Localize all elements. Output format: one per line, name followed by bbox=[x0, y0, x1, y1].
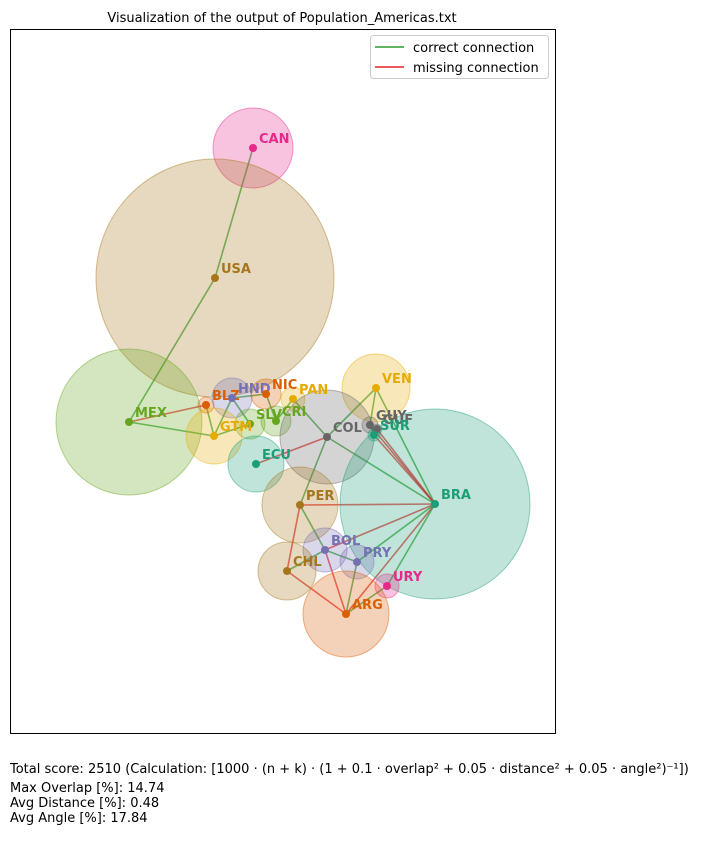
node-point bbox=[370, 431, 378, 439]
calculation: (Calculation: [1000 · (n + k) · (1 + 0.1… bbox=[125, 762, 689, 777]
node-label: GUY bbox=[376, 409, 407, 424]
title: Visualization of the output of Populatio… bbox=[107, 11, 456, 26]
node-label: PAN bbox=[299, 383, 328, 398]
node-label: CAN bbox=[259, 132, 289, 147]
score-line: Total score: 2510 (Calculation: [1000 · … bbox=[9, 762, 689, 777]
node-point bbox=[323, 433, 331, 441]
legend-label: missing connection bbox=[413, 61, 539, 76]
node-point bbox=[210, 432, 218, 440]
edge bbox=[128, 404, 207, 423]
edge bbox=[326, 436, 436, 505]
edge bbox=[213, 423, 251, 437]
edge bbox=[375, 387, 436, 505]
edge bbox=[286, 549, 326, 572]
node-point bbox=[228, 394, 236, 402]
node-point bbox=[296, 501, 304, 509]
edge bbox=[324, 549, 347, 615]
score-label: Total score: bbox=[9, 762, 84, 777]
plot-frame bbox=[10, 29, 556, 734]
node-point bbox=[272, 417, 280, 425]
footer: Total score: 2510 (Calculation: [1000 · … bbox=[9, 762, 689, 826]
edge bbox=[299, 504, 326, 551]
node-point bbox=[246, 420, 254, 428]
edge bbox=[205, 404, 215, 437]
edge bbox=[345, 585, 388, 615]
edge bbox=[299, 436, 328, 506]
edge bbox=[324, 503, 436, 551]
metric: Max Overlap [%]: 14.74 bbox=[10, 781, 164, 796]
edge bbox=[369, 387, 377, 426]
edge bbox=[231, 393, 267, 399]
node-label: PRY bbox=[363, 546, 392, 561]
edge bbox=[128, 421, 215, 437]
edge bbox=[345, 561, 358, 615]
edge bbox=[255, 436, 328, 465]
metric: Avg Angle [%]: 17.84 bbox=[10, 811, 148, 826]
legend: correct connection missing connection bbox=[370, 35, 549, 79]
node-label: BOL bbox=[331, 534, 360, 549]
metric-value: 17.84 bbox=[110, 811, 147, 826]
node-label: SUR bbox=[380, 419, 410, 434]
edge bbox=[275, 398, 294, 422]
metric-label: Max Overlap [%]: bbox=[10, 781, 123, 796]
node-label: NIC bbox=[272, 378, 297, 393]
node-point bbox=[383, 582, 391, 590]
node-point bbox=[252, 460, 260, 468]
node-label: URY bbox=[393, 570, 423, 585]
edge bbox=[231, 397, 251, 425]
node-label: CHL bbox=[293, 555, 322, 570]
node-label: VEN bbox=[382, 372, 412, 387]
node-label: MEX bbox=[135, 406, 167, 421]
node-point bbox=[321, 546, 329, 554]
node-label: CRI bbox=[282, 405, 306, 420]
metric: Avg Distance [%]: 0.48 bbox=[10, 796, 159, 811]
node-point bbox=[202, 401, 210, 409]
node-point bbox=[125, 418, 133, 426]
edge bbox=[376, 428, 436, 505]
node-point bbox=[249, 144, 257, 152]
node-point bbox=[372, 384, 380, 392]
edge bbox=[326, 387, 377, 438]
edge bbox=[345, 503, 436, 615]
node-label: ARG bbox=[352, 598, 383, 613]
metric-label: Avg Angle [%]: bbox=[10, 811, 106, 826]
edge bbox=[324, 549, 358, 563]
edge bbox=[299, 503, 436, 506]
edge bbox=[356, 503, 436, 563]
edge bbox=[386, 503, 436, 587]
metric-label: Avg Distance [%]: bbox=[10, 796, 126, 811]
node-label: GTM bbox=[220, 420, 252, 435]
node-point bbox=[373, 425, 381, 433]
node-point bbox=[342, 610, 350, 618]
edge bbox=[286, 504, 301, 572]
node-point bbox=[211, 274, 219, 282]
node-label: COL bbox=[333, 421, 362, 436]
node-label: USA bbox=[221, 262, 251, 277]
edge bbox=[373, 434, 436, 505]
legend-label: correct connection bbox=[413, 41, 534, 56]
metric-value: 14.74 bbox=[127, 781, 164, 796]
node-point bbox=[353, 558, 361, 566]
score: 2510 bbox=[88, 762, 121, 777]
node-point bbox=[366, 421, 374, 429]
metric-value: 0.48 bbox=[130, 796, 159, 811]
edge bbox=[214, 147, 254, 279]
node-point bbox=[289, 395, 297, 403]
node-label: PER bbox=[306, 489, 334, 504]
edge bbox=[128, 277, 216, 423]
node-label: ECU bbox=[262, 448, 291, 463]
edge bbox=[292, 398, 328, 438]
node-point bbox=[283, 567, 291, 575]
edge bbox=[265, 393, 277, 422]
edges bbox=[128, 147, 436, 615]
node-point bbox=[262, 390, 270, 398]
edge bbox=[286, 570, 347, 615]
node-label: BRA bbox=[441, 488, 471, 503]
legend-box bbox=[370, 35, 549, 79]
node-label: GUF bbox=[383, 413, 413, 428]
node-point bbox=[431, 500, 439, 508]
edge bbox=[213, 397, 233, 437]
